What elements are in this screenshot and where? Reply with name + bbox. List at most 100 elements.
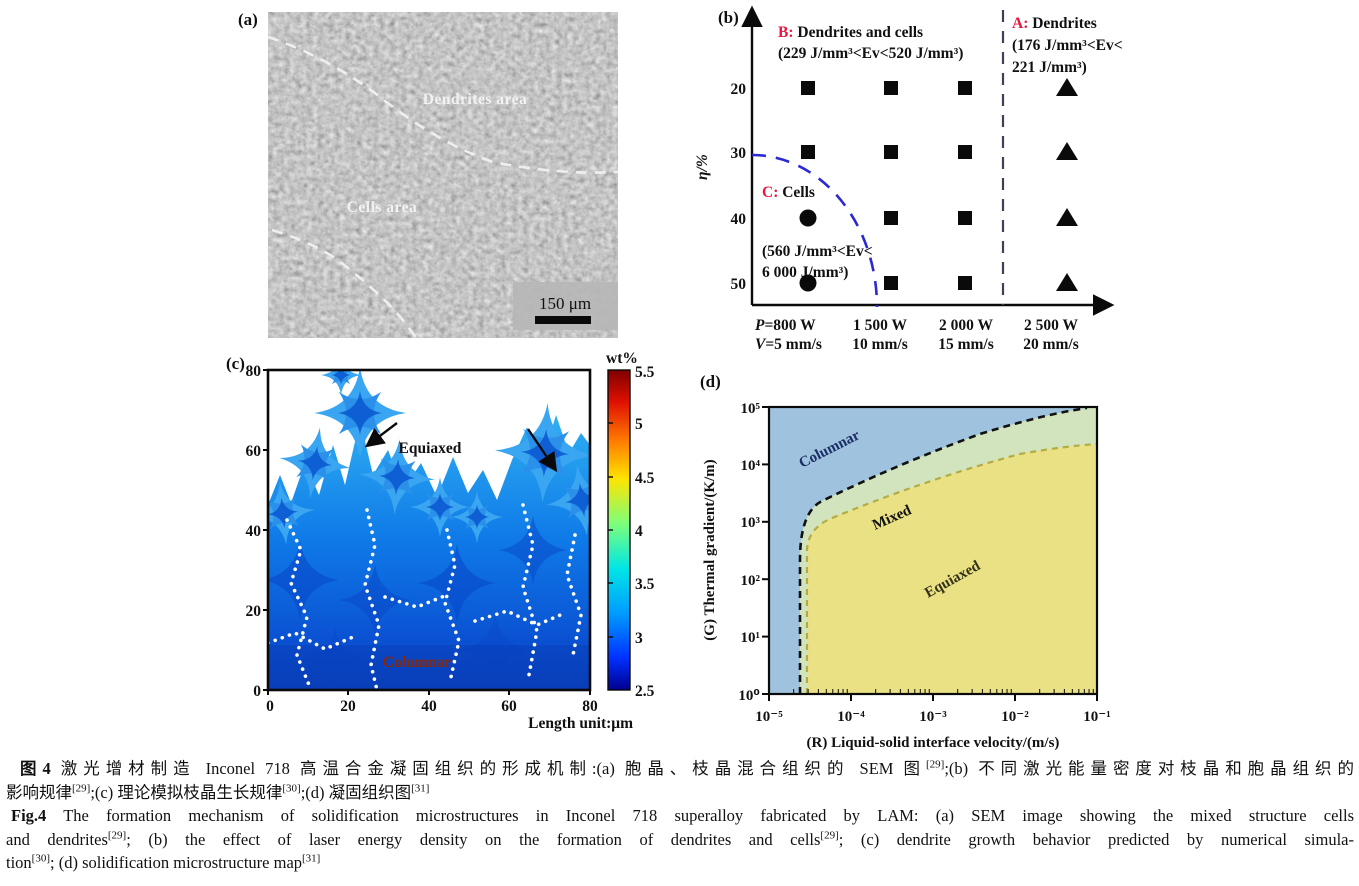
svg-text:10⁻²: 10⁻² [1001, 709, 1029, 725]
region-c-title: C: Cells [762, 184, 815, 201]
svg-text:5.5: 5.5 [635, 364, 655, 381]
svg-text:3: 3 [635, 630, 643, 647]
d-regions [769, 406, 1098, 694]
svg-text:2.5: 2.5 [635, 683, 655, 700]
scale-bar-text: 150 μm [539, 294, 591, 313]
svg-text:60: 60 [501, 698, 517, 715]
data-point-square [884, 145, 898, 159]
panel-c-chart: Equiaxed Columnar 80 60 40 20 0 0 20 40 … [246, 350, 655, 732]
b-y-axis-label: η/% [694, 154, 711, 180]
b-data-points [799, 78, 1078, 292]
caption-en-line1: Fig.4 The formation mechanism of solidif… [11, 806, 1354, 826]
region-c-range-1: (560 J/mm³<Ev< [762, 243, 873, 260]
svg-text:40: 40 [246, 523, 262, 540]
d-x-axis-label: (R) Liquid-solid interface velocity/(m/s… [807, 735, 1060, 751]
svg-text:10⁻⁴: 10⁻⁴ [837, 709, 865, 725]
svg-text:10²: 10² [741, 573, 761, 589]
d-y-ticks: 10⁰ 10¹ 10² 10³ 10⁴ 10⁵ [738, 401, 769, 704]
svg-text:10⁴: 10⁴ [741, 458, 761, 474]
b-xtick-4-power: 2 500 W [1024, 317, 1078, 334]
c-x-axis-label: Length unit:μm [528, 715, 633, 732]
panel-b-chart: η/% 20 30 40 50 B: Dendrites and cells (… [694, 5, 1123, 353]
b-ytick-30: 30 [731, 145, 747, 162]
svg-text:10³: 10³ [741, 515, 761, 531]
svg-text:10⁰: 10⁰ [738, 688, 760, 704]
scale-bar-line [535, 316, 591, 324]
b-ytick-50: 50 [731, 276, 747, 293]
columnar-region [769, 407, 1087, 694]
columnar-label: Columnar [383, 654, 451, 671]
data-point-square [801, 81, 815, 95]
data-point-square [884, 81, 898, 95]
b-xtick-1-power: P=800 W [755, 317, 816, 334]
caption-en-line2: and dendrites[29]; (b) the effect of las… [6, 829, 1354, 849]
caption-zh-line1: 图4 激光增材制造 Inconel 718 高温合金凝固组织的形成机制:(a) … [20, 758, 1354, 779]
data-point-square [884, 276, 898, 290]
svg-text:10¹: 10¹ [741, 630, 761, 646]
c-y-ticks: 80 60 40 20 0 [246, 363, 268, 700]
colorbar: wt% 5.5 5 4.5 4 3.5 3 2.5 [606, 350, 655, 700]
b-xtick-2-speed: 10 mm/s [852, 336, 908, 353]
svg-text:10⁻¹: 10⁻¹ [1083, 709, 1110, 725]
d-x-minor-ticks [793, 689, 1094, 694]
panel-d-chart: Columnar Mixed Equiaxed 10⁰ 10¹ 10² 10³ … [702, 401, 1111, 751]
data-point-circle [799, 274, 817, 292]
dendrites-cells-boundary-lower [271, 228, 418, 338]
data-point-square [801, 145, 815, 159]
region-c-range-2: 6 000 J/mm³) [762, 264, 848, 281]
b-xtick-3-power: 2 000 W [939, 317, 993, 334]
data-point-triangle [1056, 273, 1078, 291]
panel-c-label: (c) [226, 354, 245, 373]
colorbar-title: wt% [606, 350, 638, 367]
b-ytick-20: 20 [731, 81, 747, 98]
figure-caption: 图4 激光增材制造 Inconel 718 高温合金凝固组织的形成机制:(a) … [6, 757, 1354, 875]
d-y-axis-label: (G) Thermal gradient/(K/m) [702, 459, 718, 640]
b-xtick-3-speed: 15 mm/s [938, 336, 994, 353]
mixed-equiaxed-boundary [805, 442, 1098, 694]
region-a-range-1: (176 J/mm³<Ev< [1012, 37, 1123, 54]
data-point-square [958, 211, 972, 225]
svg-text:5: 5 [635, 416, 643, 433]
region-b-range: (229 J/mm³<Ev<520 J/mm³) [778, 45, 963, 62]
data-point-circle [799, 209, 817, 227]
svg-text:4.5: 4.5 [635, 470, 655, 487]
columnar-region-mass [268, 415, 590, 690]
panel-b-label: (b) [718, 8, 739, 27]
data-point-triangle [1056, 208, 1078, 226]
data-point-triangle [1056, 78, 1078, 96]
svg-text:3.5: 3.5 [635, 576, 655, 593]
svg-text:0: 0 [253, 683, 261, 700]
panel-d-label: (d) [700, 372, 721, 391]
region-b-title: B: Dendrites and cells [778, 24, 923, 41]
svg-text:80: 80 [582, 698, 598, 715]
svg-text:10⁵: 10⁵ [741, 401, 761, 417]
region-a-range-2: 221 J/mm³) [1012, 59, 1087, 76]
panel-a-label: (a) [238, 10, 258, 29]
columnar-mixed-boundary [798, 406, 1088, 694]
region-c-boundary [751, 153, 879, 308]
c-x-ticks: 0 20 40 60 80 [266, 690, 598, 715]
svg-text:10⁻³: 10⁻³ [919, 709, 947, 725]
svg-text:20: 20 [340, 698, 356, 715]
data-point-triangle [1056, 142, 1078, 160]
b-ytick-40: 40 [731, 211, 747, 228]
b-xtick-4-speed: 20 mm/s [1023, 336, 1079, 353]
dendrites-cells-boundary-upper [268, 35, 618, 174]
data-point-square [884, 211, 898, 225]
svg-text:20: 20 [246, 603, 262, 620]
svg-text:4: 4 [635, 523, 643, 540]
svg-text:10⁻⁵: 10⁻⁵ [755, 709, 783, 725]
dendrites-area-label: Dendrites area [423, 91, 527, 108]
equiaxed-arrow-left [364, 422, 398, 448]
b-xtick-1-speed: V=5 mm/s [755, 336, 822, 353]
equiaxed-arrow-right [527, 428, 558, 473]
region-a-title: A: Dendrites [1012, 15, 1097, 32]
equiaxed-label: Equiaxed [399, 440, 462, 457]
caption-zh-line2: 影响规律[29];(c) 理论模拟枝晶生长规律[30];(d) 凝固组织图[31… [6, 782, 430, 802]
scale-bar: 150 μm [513, 282, 618, 330]
c-plot-area [266, 368, 592, 692]
b-xtick-2-power: 1 500 W [853, 317, 907, 334]
svg-text:60: 60 [246, 443, 262, 460]
grain-boundaries [268, 503, 583, 690]
